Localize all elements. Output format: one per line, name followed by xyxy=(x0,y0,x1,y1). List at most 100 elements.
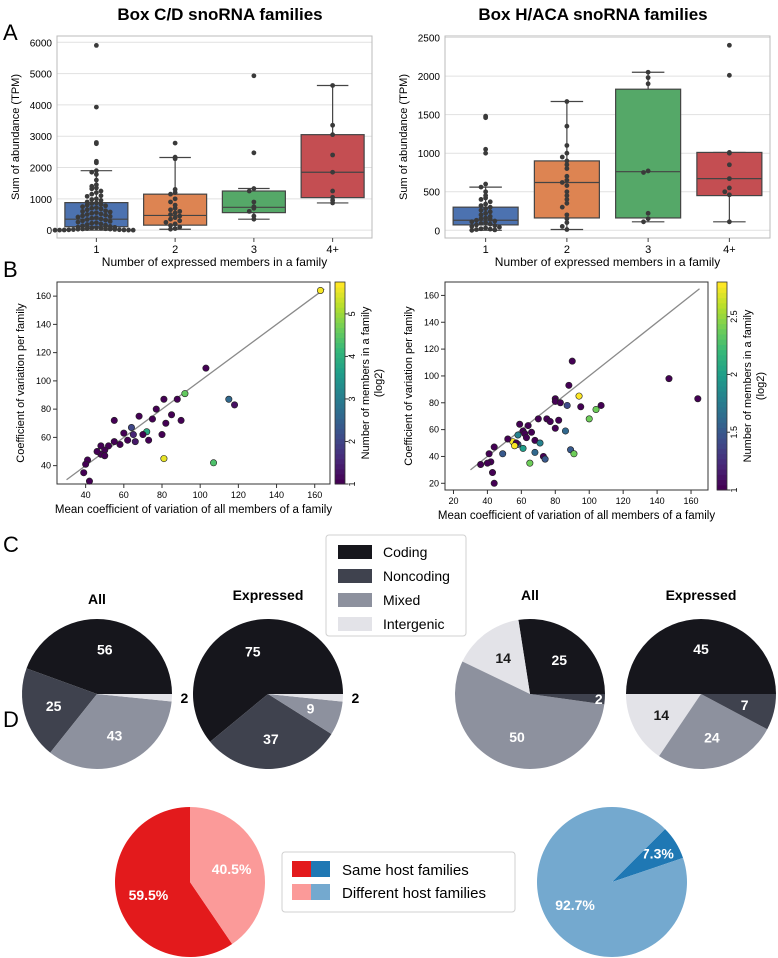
data-point xyxy=(152,405,160,413)
data-point xyxy=(103,226,108,232)
data-point xyxy=(93,190,99,195)
data-point xyxy=(726,185,732,191)
data-point xyxy=(564,193,570,198)
x-axis-label: Mean coefficient of variation of all mem… xyxy=(438,510,715,522)
data-point xyxy=(330,122,336,128)
data-point xyxy=(173,395,181,403)
colorbar-frame xyxy=(716,281,728,491)
data-point xyxy=(172,140,178,146)
data-point xyxy=(592,405,600,413)
y-tick-label: 20 xyxy=(429,478,439,488)
data-point xyxy=(251,150,257,156)
colorbar-segment xyxy=(717,318,727,325)
data-point xyxy=(172,196,178,202)
pie-value-label: 7.3% xyxy=(642,845,674,861)
data-point xyxy=(559,180,565,185)
y-tick-label: 2000 xyxy=(30,164,53,175)
data-point xyxy=(483,220,489,225)
colorbar-tick-label: 2 xyxy=(729,372,739,377)
x-tick-label: 4+ xyxy=(723,244,736,256)
data-point xyxy=(564,123,570,129)
data-point xyxy=(89,210,95,216)
colorbar-segment xyxy=(717,349,727,356)
pie-value-label: 2 xyxy=(595,691,603,707)
data-point xyxy=(526,459,534,467)
data-point xyxy=(597,401,605,409)
data-point xyxy=(330,188,336,194)
legend-swatch-intergenic xyxy=(338,617,372,631)
data-point xyxy=(89,201,95,206)
data-point xyxy=(474,222,479,228)
y-axis-label: Coefficient of variation per family xyxy=(15,303,27,463)
data-point xyxy=(127,423,135,431)
plot-frame xyxy=(444,281,709,491)
colorbar-segment xyxy=(717,443,727,449)
plot-frame xyxy=(56,281,331,485)
data-point xyxy=(168,207,173,213)
x-axis-label: Number of expressed members in a family xyxy=(102,255,327,269)
colorbar-segment xyxy=(335,307,345,313)
data-point xyxy=(551,424,559,432)
data-point xyxy=(478,220,484,226)
colorbar-segment xyxy=(335,448,345,455)
pie-value-label: 92.7% xyxy=(555,897,595,913)
data-point xyxy=(168,216,173,222)
data-point xyxy=(93,42,99,48)
scatter-chart-haca: 20 40 60 80 100 120 140 160 20 40 60 80 100 120 140 160… xyxy=(403,281,767,522)
data-point xyxy=(492,218,498,224)
data-point xyxy=(98,198,104,203)
colorbar-segment xyxy=(717,365,727,371)
data-point xyxy=(726,192,732,198)
pie-host-cd: 59.5% 40.5% xyxy=(114,807,266,957)
colorbar-segment xyxy=(717,308,727,314)
y-axis-label: Sum of abundance (TPM) xyxy=(10,74,22,200)
data-point xyxy=(225,395,233,403)
pie-slice-mixed xyxy=(268,694,343,734)
colorbar-label-line: (log2) xyxy=(755,372,767,400)
data-point xyxy=(726,162,732,168)
data-point xyxy=(98,193,104,199)
data-point xyxy=(84,202,90,208)
data-point xyxy=(478,216,484,222)
colorbar-segment xyxy=(717,417,727,423)
x-tick-label: 160 xyxy=(684,496,699,506)
data-point xyxy=(172,210,178,216)
colorbar-segment xyxy=(335,327,345,333)
colorbar-segment xyxy=(717,354,727,361)
data-point xyxy=(575,392,583,400)
legend-label-intergenic: Intergenic xyxy=(383,616,444,632)
data-point xyxy=(93,448,101,456)
legend-swatch-same-cd xyxy=(292,861,311,877)
data-point xyxy=(98,221,104,227)
pie-host-haca: 7.3% 92.7% xyxy=(537,807,687,958)
data-point xyxy=(148,415,156,423)
panel-label-a: A xyxy=(3,20,18,45)
pie-slice-different-host xyxy=(537,807,687,958)
y-tick-label: 0 xyxy=(434,226,440,237)
data-point xyxy=(210,459,218,467)
data-point xyxy=(564,162,570,168)
colorbar-segment xyxy=(335,282,345,288)
data-point xyxy=(93,205,99,211)
colorbar-label-line: (log2) xyxy=(373,369,385,397)
colorbar-segment xyxy=(335,297,345,303)
data-point xyxy=(110,416,118,424)
data-point xyxy=(483,459,491,467)
legend-label-coding: Coding xyxy=(383,544,427,560)
y-tick-label: 3000 xyxy=(30,132,53,143)
colorbar-segment xyxy=(335,292,345,298)
colorbar-segment xyxy=(335,357,345,364)
colorbar-segment xyxy=(717,453,727,460)
data-point xyxy=(487,226,493,232)
y-axis-label: Coefficient of variation per family xyxy=(403,306,415,466)
data-point xyxy=(89,205,95,211)
data-point xyxy=(490,443,498,451)
colorbar-segment xyxy=(335,443,345,450)
data-point xyxy=(641,219,646,225)
colorbar-segment xyxy=(717,396,727,403)
pie-value-label: 40.5% xyxy=(212,861,252,877)
legend-label-diff: Different host families xyxy=(342,885,486,902)
data-point xyxy=(145,436,153,444)
data-point xyxy=(162,419,170,427)
x-tick-label: 140 xyxy=(650,496,665,506)
